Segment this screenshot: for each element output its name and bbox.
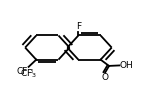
Text: CF$_3$: CF$_3$ — [20, 67, 37, 80]
Text: OH: OH — [120, 61, 134, 70]
Text: $_3$: $_3$ — [29, 67, 34, 76]
Text: CF: CF — [16, 67, 28, 76]
Text: F: F — [76, 22, 81, 31]
Text: O: O — [102, 73, 109, 82]
